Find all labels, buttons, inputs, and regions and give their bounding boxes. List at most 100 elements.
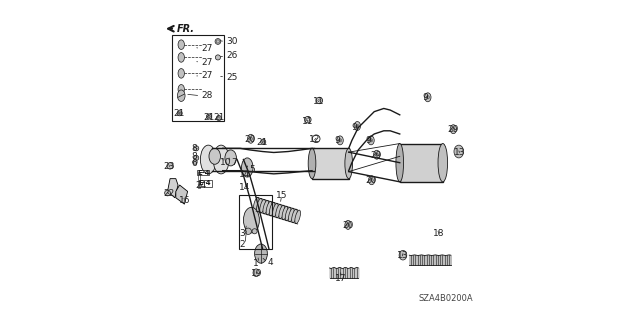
Text: FR.: FR. (177, 24, 195, 34)
Ellipse shape (308, 148, 316, 179)
Text: 18: 18 (433, 229, 445, 238)
Text: 25: 25 (226, 73, 237, 82)
Text: SZA4B0200A: SZA4B0200A (419, 294, 473, 303)
Ellipse shape (369, 176, 375, 185)
Text: 12: 12 (309, 135, 320, 144)
Text: 1: 1 (253, 259, 259, 268)
Bar (172, 35, 224, 121)
Circle shape (194, 146, 199, 151)
Ellipse shape (213, 145, 229, 174)
Text: 13: 13 (397, 251, 408, 260)
Bar (400, 144, 443, 182)
Text: 23: 23 (164, 162, 175, 171)
Ellipse shape (282, 206, 288, 220)
Text: 29: 29 (447, 125, 458, 134)
Ellipse shape (354, 122, 360, 130)
Ellipse shape (253, 269, 259, 277)
Circle shape (260, 139, 266, 145)
Text: 13: 13 (454, 148, 465, 157)
Text: 14: 14 (239, 170, 251, 179)
Text: 20: 20 (342, 221, 354, 230)
Text: 19: 19 (251, 269, 262, 278)
Ellipse shape (243, 207, 259, 233)
Text: 9: 9 (422, 93, 428, 102)
Circle shape (194, 155, 199, 160)
Text: 8: 8 (191, 144, 197, 153)
Bar (239, 195, 272, 249)
Ellipse shape (285, 207, 291, 221)
Ellipse shape (396, 144, 404, 182)
Text: 9: 9 (351, 123, 357, 132)
Ellipse shape (255, 244, 268, 263)
Circle shape (215, 39, 221, 44)
Circle shape (216, 115, 221, 121)
Circle shape (177, 111, 182, 116)
Text: 28: 28 (201, 91, 212, 100)
Ellipse shape (399, 250, 407, 260)
Ellipse shape (241, 158, 253, 177)
Circle shape (164, 190, 170, 196)
Ellipse shape (260, 199, 266, 213)
Text: 4: 4 (268, 258, 274, 267)
Bar (199, 180, 212, 187)
Ellipse shape (289, 208, 294, 222)
Text: E-4: E-4 (199, 181, 211, 186)
Text: 21: 21 (213, 113, 225, 122)
Circle shape (216, 55, 220, 60)
Ellipse shape (276, 204, 282, 218)
Text: 9: 9 (365, 137, 371, 145)
Bar (198, 172, 200, 188)
Ellipse shape (178, 53, 184, 62)
Ellipse shape (292, 209, 298, 223)
Text: 14: 14 (239, 183, 251, 192)
Text: 20: 20 (244, 135, 256, 144)
Ellipse shape (273, 203, 278, 217)
Text: 11: 11 (313, 97, 324, 106)
Ellipse shape (225, 150, 236, 166)
Ellipse shape (263, 200, 269, 214)
Text: 16: 16 (179, 197, 191, 205)
Ellipse shape (295, 210, 301, 224)
Ellipse shape (177, 90, 185, 101)
Text: 27: 27 (201, 71, 212, 80)
Text: 6: 6 (191, 159, 197, 168)
Ellipse shape (337, 136, 343, 145)
Text: 15: 15 (276, 191, 287, 200)
Text: 7: 7 (231, 158, 237, 167)
Circle shape (207, 114, 212, 119)
Circle shape (252, 229, 257, 234)
Ellipse shape (368, 136, 374, 145)
Ellipse shape (178, 40, 184, 49)
Text: 27: 27 (201, 58, 212, 67)
Text: 22: 22 (163, 189, 174, 198)
Circle shape (245, 228, 252, 234)
Ellipse shape (178, 69, 184, 78)
Text: 2: 2 (239, 240, 245, 249)
Ellipse shape (269, 202, 275, 216)
Text: 8: 8 (191, 152, 197, 161)
Text: 10: 10 (220, 158, 231, 167)
Circle shape (167, 163, 173, 169)
Ellipse shape (266, 201, 272, 215)
Text: 21: 21 (204, 113, 214, 122)
Bar (197, 170, 209, 175)
Text: 20: 20 (365, 176, 377, 185)
Ellipse shape (209, 148, 220, 164)
Ellipse shape (345, 220, 351, 229)
Text: 9: 9 (334, 137, 340, 145)
Text: 21: 21 (173, 109, 184, 118)
Text: 30: 30 (226, 37, 237, 46)
Ellipse shape (454, 145, 463, 158)
Text: 17: 17 (335, 274, 347, 283)
Ellipse shape (438, 144, 447, 182)
Polygon shape (168, 179, 178, 198)
Text: 26: 26 (226, 51, 237, 60)
Polygon shape (176, 185, 188, 204)
Ellipse shape (424, 93, 431, 102)
Ellipse shape (374, 150, 380, 159)
Text: E-4: E-4 (197, 170, 209, 175)
Text: 5: 5 (249, 165, 255, 174)
Ellipse shape (248, 134, 254, 143)
Ellipse shape (450, 125, 456, 134)
Ellipse shape (178, 85, 184, 94)
